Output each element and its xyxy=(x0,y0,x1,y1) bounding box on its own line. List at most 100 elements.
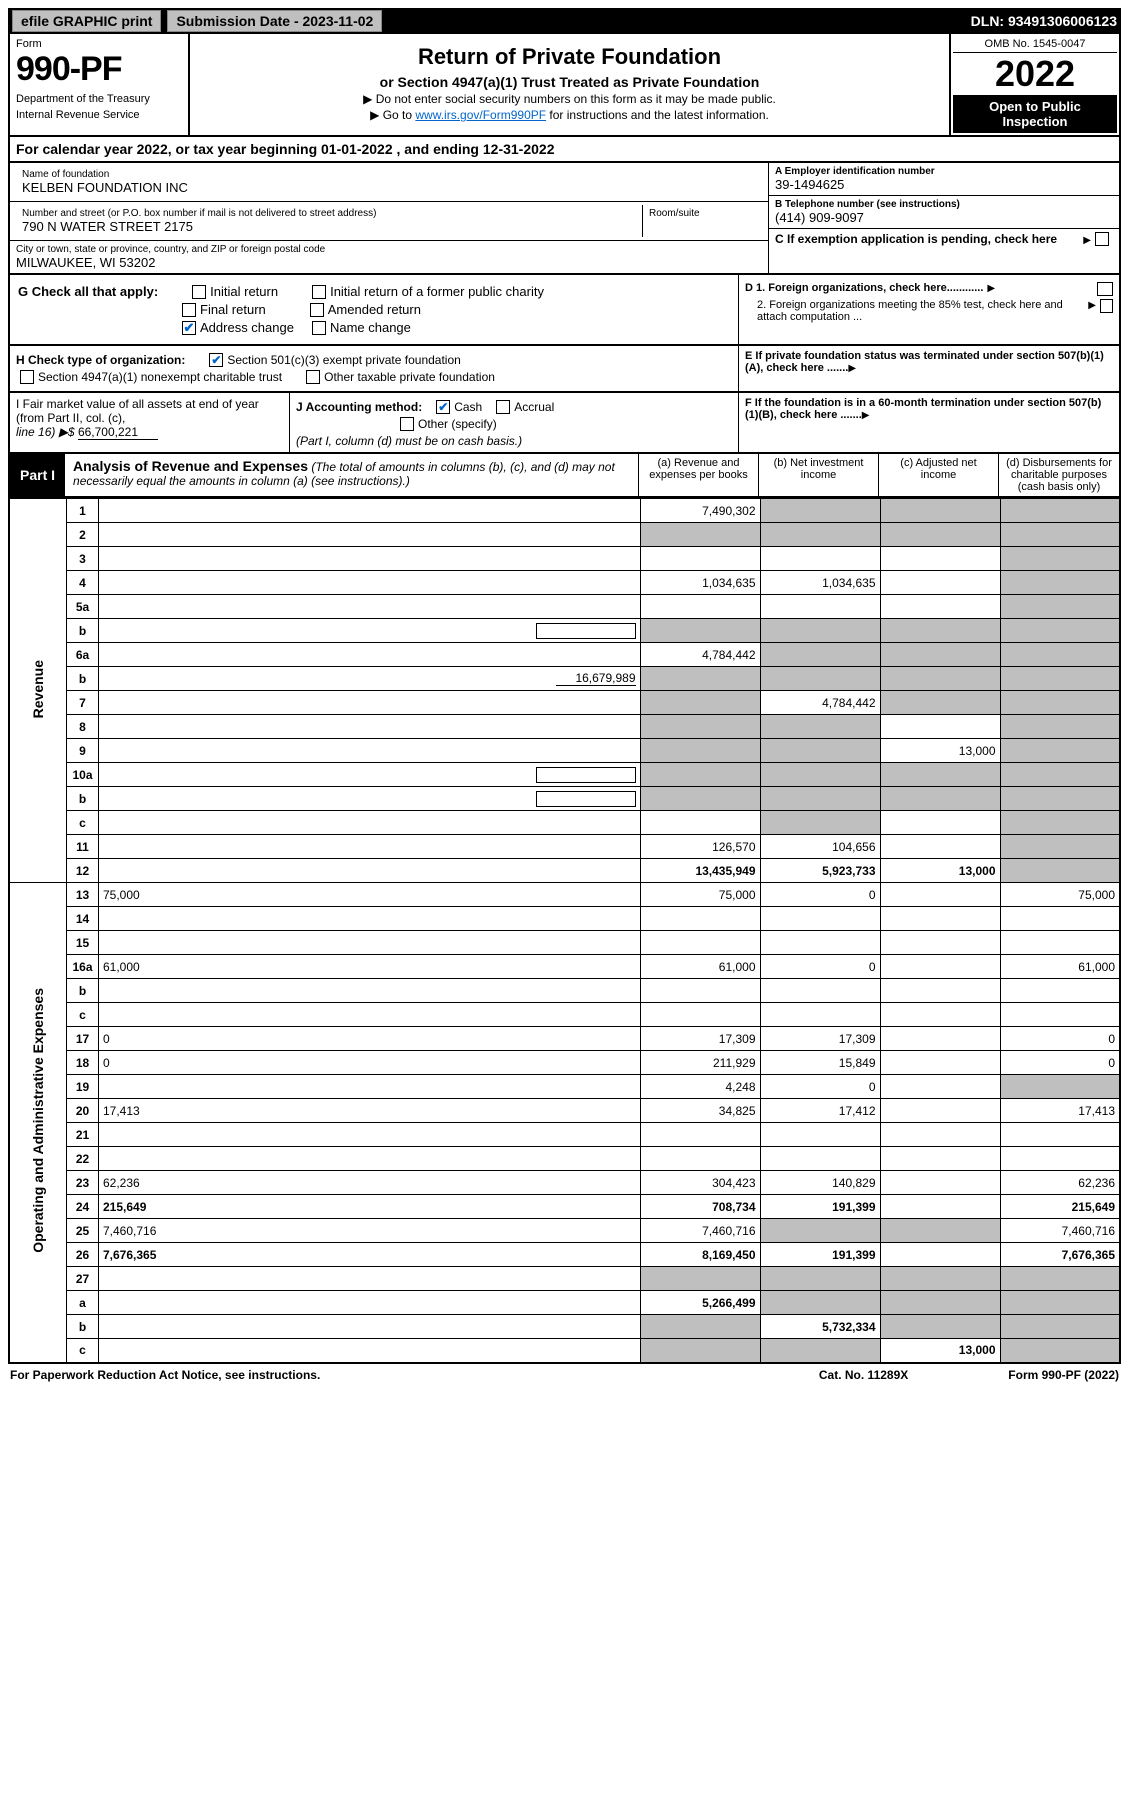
instructions-link[interactable]: www.irs.gov/Form990PF xyxy=(415,108,546,122)
amount-col-b: 191,399 xyxy=(760,1243,880,1267)
cash-checkbox[interactable] xyxy=(436,400,450,414)
amount-col-d xyxy=(1000,595,1120,619)
opt-former: Initial return of a former public charit… xyxy=(330,284,544,299)
amount-col-d: 61,000 xyxy=(1000,955,1120,979)
amount-col-d: 75,000 xyxy=(1000,883,1120,907)
d2-text: 2. Foreign organizations meeting the 85%… xyxy=(745,299,1084,323)
dept-treasury: Department of the Treasury xyxy=(16,93,182,105)
d1-text: D 1. Foreign organizations, check here..… xyxy=(745,282,983,294)
line-number: c xyxy=(67,1339,99,1363)
line-number: 24 xyxy=(67,1195,99,1219)
efile-button[interactable]: efile GRAPHIC print xyxy=(12,10,161,32)
line-description xyxy=(99,1147,641,1171)
j-other: Other (specify) xyxy=(418,417,497,431)
expenses-side-label: Operating and Administrative Expenses xyxy=(9,883,67,1363)
ein-label: A Employer identification number xyxy=(775,166,1113,177)
amount-col-c xyxy=(880,1267,1000,1291)
line-description xyxy=(99,523,641,547)
h-opt3: Other taxable private foundation xyxy=(324,370,495,384)
line-description xyxy=(99,787,641,811)
amount-col-b: 0 xyxy=(760,1075,880,1099)
amount-col-a xyxy=(640,1147,760,1171)
amount-col-c xyxy=(880,763,1000,787)
amount-col-d xyxy=(1000,643,1120,667)
d1-checkbox[interactable] xyxy=(1097,282,1113,296)
amended-return-checkbox[interactable] xyxy=(310,303,324,317)
initial-return-checkbox[interactable] xyxy=(192,285,206,299)
amount-col-c: 13,000 xyxy=(880,859,1000,883)
line-description: 7,460,716 xyxy=(99,1219,641,1243)
table-row: c13,000 xyxy=(9,1339,1120,1363)
part1-title-text: Analysis of Revenue and Expenses xyxy=(73,458,308,474)
amount-col-a: 126,570 xyxy=(640,835,760,859)
amount-col-b xyxy=(760,1339,880,1363)
part1-header: Part I Analysis of Revenue and Expenses … xyxy=(8,454,1121,498)
table-row: 74,784,442 xyxy=(9,691,1120,715)
amount-col-d xyxy=(1000,787,1120,811)
amount-col-d xyxy=(1000,859,1120,883)
amount-col-a xyxy=(640,667,760,691)
final-return-checkbox[interactable] xyxy=(182,303,196,317)
table-row: 21 xyxy=(9,1123,1120,1147)
amount-col-a: 7,460,716 xyxy=(640,1219,760,1243)
amount-col-d xyxy=(1000,811,1120,835)
line-description: 16,679,989 xyxy=(99,667,641,691)
amount-col-b xyxy=(760,595,880,619)
line-number: 1 xyxy=(67,499,99,523)
amount-col-c xyxy=(880,667,1000,691)
initial-former-checkbox[interactable] xyxy=(312,285,326,299)
accrual-checkbox[interactable] xyxy=(496,400,510,414)
g-d-section: G Check all that apply: Initial return I… xyxy=(8,275,1121,346)
amount-col-d xyxy=(1000,1147,1120,1171)
amount-col-d: 215,649 xyxy=(1000,1195,1120,1219)
header-center: Return of Private Foundation or Section … xyxy=(190,34,949,135)
table-row: 2362,236304,423140,82962,236 xyxy=(9,1171,1120,1195)
cal-end: 12-31-2022 xyxy=(483,141,555,157)
address-change-checkbox[interactable] xyxy=(182,321,196,335)
arrow-icon xyxy=(1088,299,1096,311)
amount-col-b: 5,732,334 xyxy=(760,1315,880,1339)
submission-date-button[interactable]: Submission Date - 2023-11-02 xyxy=(167,10,382,32)
amount-col-b xyxy=(760,811,880,835)
amount-col-d xyxy=(1000,667,1120,691)
phone-label: B Telephone number (see instructions) xyxy=(775,199,1113,210)
amount-col-d xyxy=(1000,1291,1120,1315)
amount-col-a xyxy=(640,619,760,643)
table-row: 11126,570104,656 xyxy=(9,835,1120,859)
footer: For Paperwork Reduction Act Notice, see … xyxy=(8,1364,1121,1386)
j-accrual: Accrual xyxy=(514,400,554,414)
amount-col-b xyxy=(760,499,880,523)
other-method-checkbox[interactable] xyxy=(400,417,414,431)
g-label: G Check all that apply: xyxy=(18,284,158,299)
amount-col-c xyxy=(880,1051,1000,1075)
line-number: 25 xyxy=(67,1219,99,1243)
d2-checkbox[interactable] xyxy=(1100,299,1113,313)
line-number: b xyxy=(67,619,99,643)
arrow-icon xyxy=(848,362,856,374)
other-taxable-checkbox[interactable] xyxy=(306,370,320,384)
amount-col-b: 17,412 xyxy=(760,1099,880,1123)
table-row: 14 xyxy=(9,907,1120,931)
note-pre: ▶ Go to xyxy=(370,108,415,122)
amount-col-b xyxy=(760,1219,880,1243)
amount-col-b: 1,034,635 xyxy=(760,571,880,595)
table-row: 267,676,3658,169,450191,3997,676,365 xyxy=(9,1243,1120,1267)
line-description xyxy=(99,499,641,523)
4947-checkbox[interactable] xyxy=(20,370,34,384)
exemption-checkbox[interactable] xyxy=(1095,232,1109,246)
501c3-checkbox[interactable] xyxy=(209,353,223,367)
addr-label: Number and street (or P.O. box number if… xyxy=(22,208,636,219)
name-change-checkbox[interactable] xyxy=(312,321,326,335)
line-description xyxy=(99,1339,641,1363)
table-row: 3 xyxy=(9,547,1120,571)
line-description: 215,649 xyxy=(99,1195,641,1219)
amount-col-a: 13,435,949 xyxy=(640,859,760,883)
h-section: H Check type of organization: Section 50… xyxy=(10,346,739,391)
line-number: 5a xyxy=(67,595,99,619)
line-description xyxy=(99,907,641,931)
amount-col-a: 61,000 xyxy=(640,955,760,979)
amount-col-b: 17,309 xyxy=(760,1027,880,1051)
line-description xyxy=(99,571,641,595)
line-number: 12 xyxy=(67,859,99,883)
amount-col-a: 708,734 xyxy=(640,1195,760,1219)
